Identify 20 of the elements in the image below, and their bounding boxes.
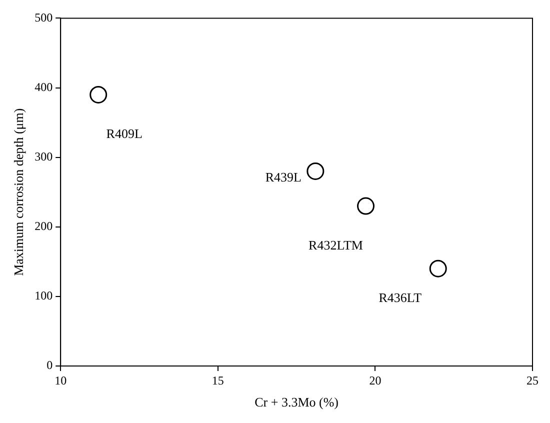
point bbox=[357, 197, 375, 215]
annotation: R436LT bbox=[378, 290, 422, 306]
x-axis-title: Cr + 3.3Mo (%) bbox=[254, 394, 338, 410]
point bbox=[90, 86, 108, 104]
x-tick-label: 15 bbox=[212, 373, 224, 388]
y-tick-label: 100 bbox=[34, 288, 53, 303]
point bbox=[306, 162, 324, 180]
x-tick-label: 20 bbox=[369, 373, 382, 388]
annotation: R432LTM bbox=[308, 237, 364, 252]
y-tick-label: 500 bbox=[34, 10, 53, 24]
y-tick-label: 300 bbox=[34, 149, 53, 164]
y-tick-label: 0 bbox=[46, 358, 53, 372]
x-tick-label: 25 bbox=[526, 373, 538, 388]
annotation: R409L bbox=[106, 126, 142, 142]
y-axis-title: Maximum corrosion depth (μm) bbox=[11, 108, 26, 276]
annotation: R439L bbox=[265, 170, 302, 185]
point bbox=[429, 260, 447, 278]
x-tick-label: 10 bbox=[54, 373, 67, 388]
y-tick-label: 400 bbox=[34, 80, 53, 94]
y-tick-label: 200 bbox=[34, 219, 53, 234]
